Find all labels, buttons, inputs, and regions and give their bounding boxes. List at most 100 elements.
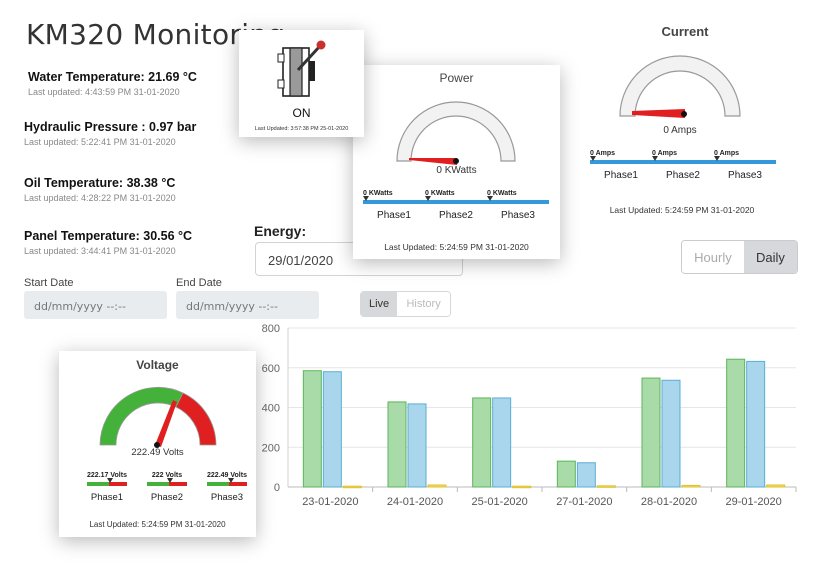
power-updated: Last Updated: 5:24:59 PM 31-01-2020 xyxy=(384,242,529,252)
phase-marker xyxy=(590,156,596,161)
start-date-input[interactable]: dd/mm/yyyy --:-- xyxy=(24,291,167,319)
phase-bar xyxy=(652,156,714,164)
phase-value: 0 KWatts xyxy=(425,190,455,197)
current-gauge-panel: Current 0 Amps 0 Amps Phase1 0 Amps Phas… xyxy=(590,24,780,224)
switch-card: ON Last Updated: 3:57:38 PM 25-01-2020 xyxy=(239,30,364,137)
bar-27-01-2020 xyxy=(596,485,616,488)
bar-28-01-2020 xyxy=(661,379,681,488)
bar-28-01-2020 xyxy=(681,484,701,488)
phase-name: Phase3 xyxy=(728,170,762,181)
live-button[interactable]: Live xyxy=(361,292,398,316)
panel-temperature-reading: Panel Temperature: 30.56 °C Last updated… xyxy=(24,229,192,256)
current-phase-3: 0 Amps Phase3 xyxy=(714,150,776,181)
phase-marker xyxy=(652,156,658,161)
x-tick-label: 23-01-2020 xyxy=(302,496,358,508)
phase-marker xyxy=(363,196,369,201)
water-temperature-reading: Water Temperature: 21.69 °C Last updated… xyxy=(28,70,197,97)
hydraulic-pressure-reading: Hydraulic Pressure : 0.97 bar Last updat… xyxy=(24,120,196,147)
power-gauge-hub xyxy=(453,158,459,164)
phase-name: Phase1 xyxy=(604,170,638,181)
y-tick-label: 600 xyxy=(262,363,280,375)
history-button[interactable]: History xyxy=(397,292,450,316)
phase-value: 0 Amps xyxy=(714,150,740,157)
x-tick-label: 28-01-2020 xyxy=(641,496,697,508)
y-tick-label: 400 xyxy=(262,403,280,415)
phase-marker xyxy=(107,478,113,483)
oil-temperature-reading: Oil Temperature: 38.38 °C Last updated: … xyxy=(24,176,176,203)
end-date-label: End Date xyxy=(176,277,222,289)
power-phase-2: 0 KWatts Phase2 xyxy=(425,190,487,221)
current-title: Current xyxy=(661,24,709,39)
phase-name: Phase2 xyxy=(666,170,700,181)
reading-label: Oil Temperature: 38.38 °C xyxy=(24,176,176,190)
switch-state: ON xyxy=(292,106,311,120)
voltage-phase-row: 222.17 Volts Phase1 222 Volts Phase2 222… xyxy=(77,472,257,503)
phase-name: Phase1 xyxy=(90,492,124,503)
phase-name: Phase1 xyxy=(377,210,411,221)
bar-27-01-2020 xyxy=(556,460,576,488)
bar-29-01-2020 xyxy=(726,358,746,488)
power-value: 0 KWatts xyxy=(436,165,477,176)
range-toggle: Hourly Daily xyxy=(681,240,798,274)
phase-bar xyxy=(363,196,425,204)
current-phase-2: 0 Amps Phase2 xyxy=(652,150,714,181)
power-phase-1: 0 KWatts Phase1 xyxy=(363,190,425,221)
voltage-gauge-hub xyxy=(154,442,160,448)
toggle-switch-icon[interactable] xyxy=(274,38,330,104)
start-date-label: Start Date xyxy=(24,277,74,289)
phase-name: Phase2 xyxy=(439,210,473,221)
x-tick-label: 24-01-2020 xyxy=(387,496,443,508)
current-value: 0 Amps xyxy=(663,125,697,136)
bar-23-01-2020 xyxy=(342,485,362,489)
x-tick-label: 29-01-2020 xyxy=(726,496,782,508)
y-tick-label: 800 xyxy=(262,323,280,335)
x-tick-label: 25-01-2020 xyxy=(472,496,528,508)
bar-23-01-2020 xyxy=(302,370,322,488)
current-updated: Last Updated: 5:24:59 PM 31-01-2020 xyxy=(609,205,755,215)
current-phase-1: 0 Amps Phase1 xyxy=(590,150,652,181)
hourly-button[interactable]: Hourly xyxy=(682,241,744,273)
phase-marker xyxy=(425,196,431,201)
reading-updated: Last updated: 3:44:41 PM 31-01-2020 xyxy=(24,246,176,256)
bar-25-01-2020 xyxy=(492,397,512,488)
phase-value: 0 KWatts xyxy=(363,190,393,197)
phase-marker xyxy=(167,478,173,483)
reading-updated: Last updated: 4:28:22 PM 31-01-2020 xyxy=(24,193,176,203)
voltage-phase-1: 222.17 Volts Phase1 xyxy=(77,472,137,503)
phase-name: Phase2 xyxy=(150,492,184,503)
bar-28-01-2020 xyxy=(641,377,661,488)
voltage-card: Voltage 222.49 Volts 222.17 Volts Phase1… xyxy=(59,351,256,537)
y-tick-label: 0 xyxy=(274,482,280,494)
bar-25-01-2020 xyxy=(472,397,492,488)
phase-marker xyxy=(714,156,720,161)
power-phase-row: 0 KWatts Phase1 0 KWatts Phase2 0 KWatts… xyxy=(363,190,549,221)
phase-value: 222 Volts xyxy=(151,472,183,479)
daily-button[interactable]: Daily xyxy=(743,241,797,273)
phase-bar xyxy=(207,478,247,486)
phase-bar xyxy=(147,478,187,486)
bar-29-01-2020 xyxy=(766,484,786,488)
phase-bar xyxy=(487,196,549,204)
power-gauge-needle xyxy=(409,158,457,165)
current-gauge xyxy=(619,55,741,118)
phase-bar xyxy=(87,478,127,486)
end-date-input[interactable]: dd/mm/yyyy --:-- xyxy=(176,291,319,319)
voltage-updated: Last Updated: 5:24:59 PM 31-01-2020 xyxy=(89,520,226,529)
current-phase-row: 0 Amps Phase1 0 Amps Phase2 0 Amps Phase… xyxy=(590,150,776,181)
reading-updated: Last updated: 5:22:41 PM 31-01-2020 xyxy=(24,137,176,147)
voltage-gauge-needle xyxy=(155,400,177,447)
current-gauge-needle xyxy=(632,109,685,118)
power-gauge xyxy=(396,101,516,165)
voltage-title: Voltage xyxy=(136,358,179,372)
switch-updated: Last Updated: 3:57:38 PM 25-01-2020 xyxy=(254,126,349,132)
bar-25-01-2020 xyxy=(512,485,532,489)
live-history-toggle: Live History xyxy=(360,291,451,317)
bar-24-01-2020 xyxy=(407,403,427,488)
bar-29-01-2020 xyxy=(746,360,766,488)
phase-name: Phase3 xyxy=(210,492,244,503)
voltage-phase-3: 222.49 Volts Phase3 xyxy=(197,472,257,503)
power-card: Power 0 KWatts 0 KWatts Phase1 0 KWatts … xyxy=(353,65,560,259)
power-phase-3: 0 KWatts Phase3 xyxy=(487,190,549,221)
bar-24-01-2020 xyxy=(427,484,447,488)
y-tick-label: 200 xyxy=(262,442,280,454)
